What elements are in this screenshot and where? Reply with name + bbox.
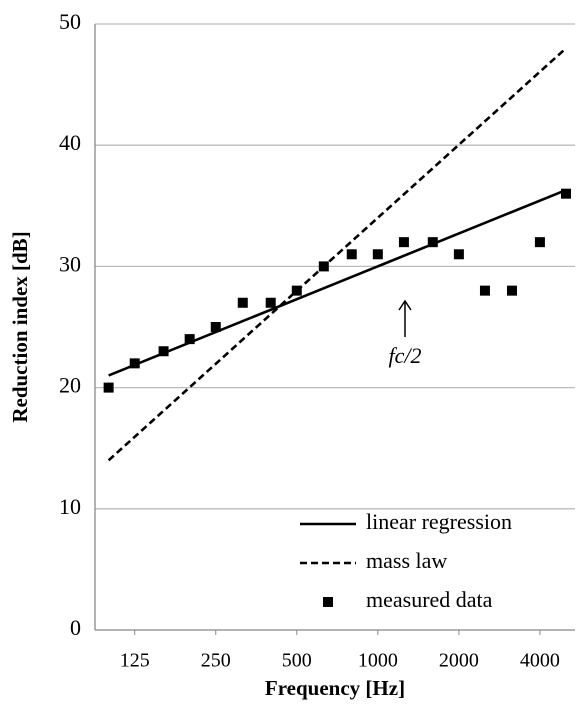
data-point [427,237,438,248]
series-line [108,188,567,377]
legend-swatch [323,597,333,607]
data-point [534,237,545,248]
y-tick-label: 30 [59,251,81,276]
data-point [103,382,114,393]
data-point [318,261,329,272]
data-point [237,297,248,308]
data-point [346,249,357,260]
x-tick-label: 500 [282,650,312,672]
y-tick-label: 10 [59,494,81,519]
data-point [265,297,276,308]
x-tick-label: 250 [201,650,231,672]
y-tick-label: 20 [59,373,81,398]
legend-label: measured data [366,587,493,612]
data-point [291,285,302,296]
data-point [129,358,140,369]
x-axis-title: Frequency [Hz] [265,676,405,700]
legend-label: mass law [366,548,447,573]
legend-label: linear regression [366,509,512,534]
data-point [506,285,517,296]
x-tick-label: 1000 [358,650,398,672]
x-tick-label: 2000 [439,650,479,672]
data-point [158,346,169,357]
y-tick-label: 40 [59,130,81,155]
x-tick-label: 4000 [520,650,560,672]
data-point [453,249,464,260]
data-point [479,285,490,296]
data-point [372,249,383,260]
annotation-arrowhead [398,299,412,311]
data-point [561,188,572,199]
annotation: fc/2 [389,343,422,368]
data-point [398,237,409,248]
y-axis-title: Reduction index [dB] [8,231,32,422]
y-tick-label: 50 [59,9,81,34]
data-point [210,322,221,332]
x-tick-label: 125 [120,650,150,672]
y-tick-label: 0 [70,615,81,640]
series-line [107,47,567,462]
data-point [184,334,195,345]
